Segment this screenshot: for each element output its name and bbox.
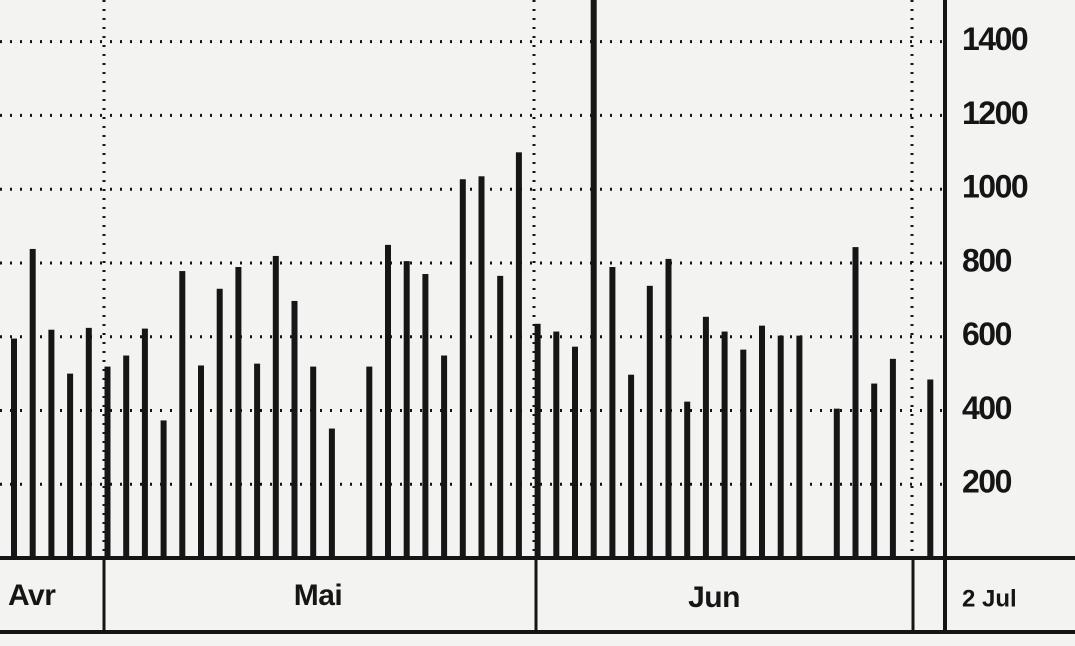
bar [889, 358, 896, 558]
bar [515, 152, 522, 559]
bar [609, 267, 616, 558]
bar [721, 331, 728, 558]
bar [123, 355, 130, 558]
y-tick-label: 1400 [962, 21, 1028, 57]
bar [796, 335, 803, 558]
bar [29, 248, 36, 558]
bar [572, 346, 578, 558]
bar [534, 323, 541, 558]
bar [385, 244, 391, 558]
bar [871, 383, 878, 558]
month-label: Avr [8, 579, 56, 612]
y-tick-label: 1000 [962, 169, 1028, 205]
bar [403, 261, 410, 558]
bar [160, 420, 167, 558]
y-tick-label: 200 [962, 464, 1012, 500]
bar [198, 365, 204, 558]
y-tick-label: 600 [962, 316, 1012, 352]
month-label: Mai [294, 579, 343, 612]
bar [310, 366, 317, 558]
bar [628, 374, 635, 558]
bar [665, 258, 672, 558]
bar [235, 267, 242, 558]
bar [684, 401, 691, 558]
bar [328, 428, 335, 558]
y-tick-label: 400 [962, 390, 1012, 426]
bar [646, 285, 653, 558]
bar [141, 328, 148, 558]
bar [291, 300, 298, 558]
bar [740, 349, 747, 558]
bar [254, 363, 261, 558]
bar [272, 255, 279, 558]
y-tick-label: 800 [962, 242, 1012, 278]
bar [422, 274, 429, 558]
bar [366, 366, 373, 558]
end-date-label: 2 Jul [962, 585, 1017, 612]
bar [459, 179, 466, 559]
bar [777, 335, 784, 558]
bar [833, 408, 840, 558]
bar [852, 247, 859, 558]
month-label: Jun [688, 581, 740, 614]
bar [441, 355, 448, 558]
bar [702, 316, 709, 558]
bar [759, 325, 765, 558]
bar [478, 176, 485, 559]
bar [85, 327, 92, 558]
bar [497, 275, 504, 558]
bar [927, 379, 934, 558]
bar [590, 0, 597, 558]
bar [179, 271, 186, 558]
bar [553, 331, 560, 558]
bar [48, 329, 55, 558]
bar [11, 338, 17, 558]
bar [67, 373, 74, 558]
y-tick-label: 1200 [962, 95, 1028, 131]
bar [216, 288, 223, 558]
bar [104, 366, 111, 558]
